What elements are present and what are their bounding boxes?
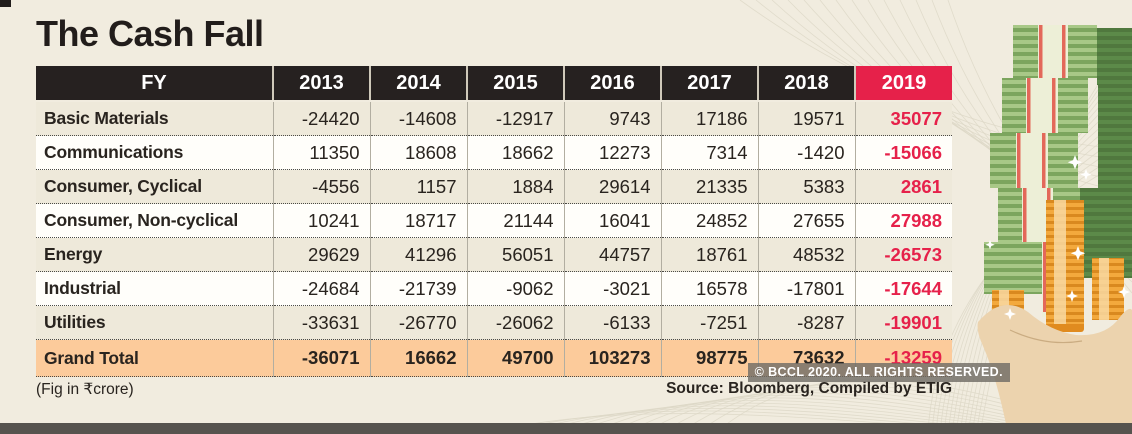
cell-2019: 27988 [854,203,952,238]
row-label: Grand Total [36,339,273,377]
table-row: Industrial -24684 -21739 -9062 -3021 16578 -17… [36,271,952,306]
cell-2015: -26062 [466,305,564,340]
cell-2016: 44757 [563,237,661,272]
cell-2014: 18608 [369,135,467,170]
row-label: Industrial [36,271,273,306]
cell-2016: 16041 [563,203,661,238]
table-row: Consumer, Cyclical -4556 1157 1884 29614 2133… [36,169,952,204]
cell-2019: 2861 [854,169,952,204]
cell-2015: 1884 [466,169,564,204]
table-row: Consumer, Non-cyclical 10241 18717 21144 160… [36,203,952,238]
table-header-row: FY 2013 2014 2015 2016 2017 2018 2019 [36,66,952,102]
copyright-watermark: © BCCL 2020. ALL RIGHTS RESERVED. [747,363,1010,382]
cash-fall-table: FY 2013 2014 2015 2016 2017 2018 2019 Basic Mat… [36,66,952,377]
cell-2018: 5383 [757,169,855,204]
cell-2017: -7251 [660,305,758,340]
cell-2016: -3021 [563,271,661,306]
cell-2015: 18662 [466,135,564,170]
cell-2014: -21739 [369,271,467,306]
cell-2014: -14608 [369,101,467,136]
col-header-2016: 2016 [563,66,661,102]
cell-2016: 103273 [563,339,661,377]
cell-2018: -1420 [757,135,855,170]
page-title: The Cash Fall [36,13,264,54]
cell-2013: 11350 [272,135,370,170]
cell-2014: 18717 [369,203,467,238]
cell-2019: -15066 [854,135,952,170]
col-header-2013: 2013 [272,66,370,102]
cell-2019: -26573 [854,237,952,272]
cell-2014: 41296 [369,237,467,272]
cell-2016: -6133 [563,305,661,340]
row-label: Consumer, Cyclical [36,169,273,204]
table-row: Energy 29629 41296 56051 44757 18761 48532 -265… [36,237,952,272]
cell-2018: -8287 [757,305,855,340]
table-row: Utilities -33631 -26770 -26062 -6133 -7251 -82… [36,305,952,340]
col-header-2019: 2019 [854,66,952,102]
col-header-fy: FY [36,66,273,102]
cell-2017: 24852 [660,203,758,238]
cell-2013: -36071 [272,339,370,377]
source-note: Source: Bloomberg, Compiled by ETIG [666,380,952,397]
cell-2014: -26770 [369,305,467,340]
col-header-2018: 2018 [757,66,855,102]
cell-2013: -24684 [272,271,370,306]
cell-2016: 29614 [563,169,661,204]
cell-2016: 12273 [563,135,661,170]
bottom-bar [0,423,1132,434]
corner-artifact [0,0,11,7]
cell-2013: 29629 [272,237,370,272]
cell-2016: 9743 [563,101,661,136]
cell-2015: 49700 [466,339,564,377]
cell-2015: 21144 [466,203,564,238]
col-header-2014: 2014 [369,66,467,102]
cell-2017: 21335 [660,169,758,204]
cell-2015: -12917 [466,101,564,136]
cell-2017: 16578 [660,271,758,306]
cell-2019: -19901 [854,305,952,340]
cell-2015: 56051 [466,237,564,272]
cell-2019: 35077 [854,101,952,136]
row-label: Energy [36,237,273,272]
cell-2014: 16662 [369,339,467,377]
cell-2018: -17801 [757,271,855,306]
table-row: Basic Materials -24420 -14608 -12917 9743 171… [36,101,952,136]
cell-2018: 48532 [757,237,855,272]
cell-2013: -33631 [272,305,370,340]
cell-2017: 7314 [660,135,758,170]
fig-note: (Fig in ₹crore) [36,380,134,398]
row-label: Utilities [36,305,273,340]
cell-2013: -24420 [272,101,370,136]
row-label: Communications [36,135,273,170]
cell-2018: 19571 [757,101,855,136]
table-row: Communications 11350 18608 18662 12273 7314 -1… [36,135,952,170]
cell-2015: -9062 [466,271,564,306]
col-header-2015: 2015 [466,66,564,102]
cell-2014: 1157 [369,169,467,204]
row-label: Consumer, Non-cyclical [36,203,273,238]
cell-2018: 27655 [757,203,855,238]
cell-2019: -17644 [854,271,952,306]
col-header-2017: 2017 [660,66,758,102]
row-label: Basic Materials [36,101,273,136]
cell-2017: 98775 [660,339,758,377]
cell-2013: 10241 [272,203,370,238]
cell-2017: 18761 [660,237,758,272]
cell-2017: 17186 [660,101,758,136]
cell-2013: -4556 [272,169,370,204]
